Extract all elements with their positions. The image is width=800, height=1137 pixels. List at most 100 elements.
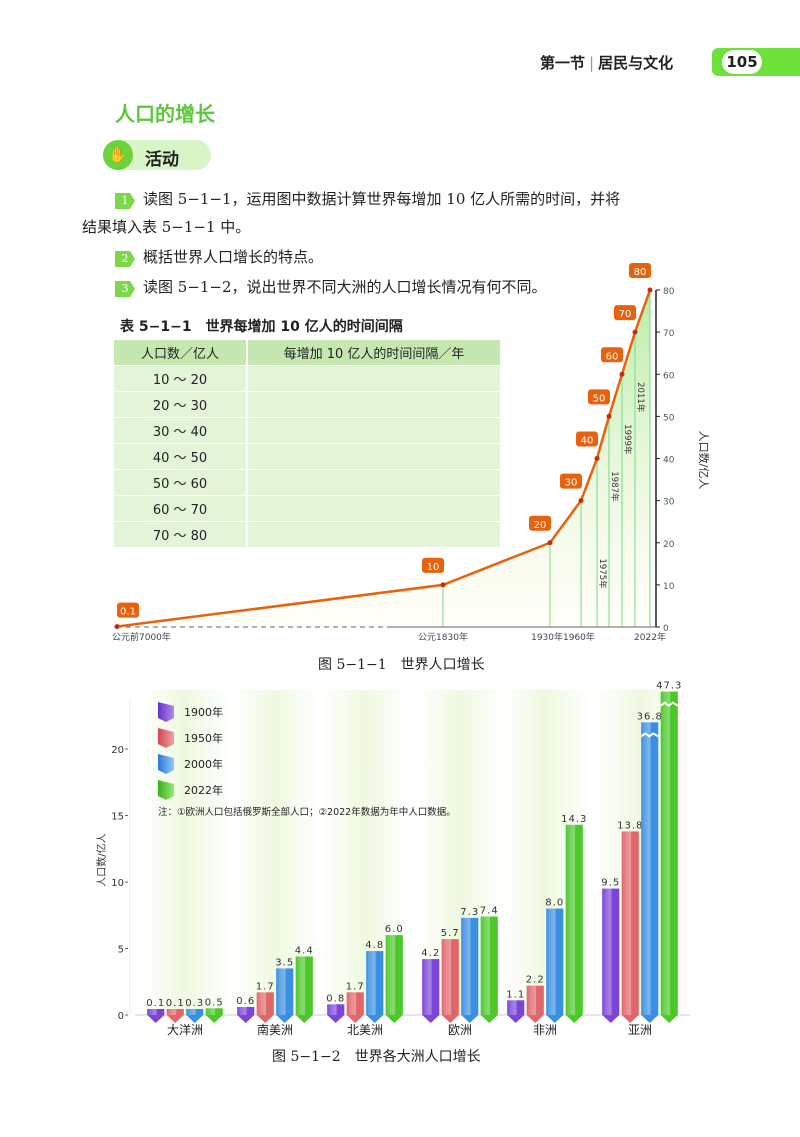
data-point — [647, 287, 653, 293]
y-tick-label: 60 — [663, 371, 675, 381]
y-tick-label: 40 — [663, 456, 675, 466]
item-number-badge: 1 — [115, 193, 135, 209]
answer-cell[interactable] — [247, 521, 500, 548]
bar-value-label: 9.5 — [601, 878, 620, 889]
answer-cell[interactable] — [247, 443, 500, 470]
x-year-label: 1975年 — [597, 559, 608, 590]
legend-label: 1950年 — [184, 732, 223, 745]
bar-legend: 1900年 1950年 2000年 2022年 — [158, 702, 223, 800]
bar-shine — [276, 968, 294, 1015]
data-point — [606, 413, 612, 419]
bar-value-label: 4.2 — [421, 948, 440, 959]
value-badge — [529, 515, 551, 531]
legend-swatch — [158, 702, 174, 722]
answer-cell[interactable] — [247, 495, 500, 522]
answer-cell[interactable] — [247, 469, 500, 496]
bar-shine — [256, 992, 274, 1015]
data-point — [114, 624, 120, 630]
range-cell: 60 ～ 70 — [114, 495, 248, 522]
bar-tip — [295, 1015, 313, 1023]
value-badge — [422, 557, 444, 573]
bar-value-label: 36.8 — [637, 711, 663, 722]
activity-item-2: 2 概括世界人口增长的特点。 — [115, 246, 323, 267]
bar-shine — [546, 908, 564, 1015]
table-row: 40 ～ 50 — [114, 443, 500, 470]
range-cell: 30 ～ 40 — [114, 417, 248, 444]
table-row: 50 ～ 60 — [114, 469, 500, 496]
bar-value-label: 1.1 — [506, 989, 525, 1000]
value-badge — [601, 347, 623, 363]
value-badge — [576, 431, 598, 447]
bar-tip — [461, 1015, 479, 1023]
activity-label: 活动 — [145, 150, 179, 170]
bar-value-label: 0.1 — [166, 998, 185, 1009]
y-tick-label: 20 — [663, 540, 675, 550]
x-tick-label: 1930年 — [531, 631, 563, 643]
value-label: 60 — [606, 351, 619, 362]
bar-shine — [366, 951, 384, 1015]
bar-value-label: 4.4 — [295, 945, 314, 956]
x-year-label: 1987年 — [609, 471, 620, 502]
bar-value-label: 4.8 — [365, 940, 384, 951]
item-number-badge: 3 — [115, 281, 135, 297]
bar-tip — [346, 1015, 364, 1023]
bar-tip — [186, 1015, 204, 1023]
table-row: 20 ～ 30 — [114, 391, 500, 418]
bar-value-label: 2.2 — [526, 975, 545, 986]
bar-tip — [327, 1015, 345, 1023]
legend-item-2000: 2000年 — [158, 754, 223, 774]
data-point — [594, 456, 600, 461]
activity-item-3: 3 读图 5−1−2，说出世界不同大洲的人口增长情况有何不同。 — [115, 276, 547, 297]
bar-y-tick-label: 20 — [111, 745, 124, 756]
value-badge — [560, 473, 582, 489]
bar-y-axis-label: 人口数/亿人 — [95, 833, 108, 886]
value-label: 10 — [427, 562, 440, 573]
x-year-label: 1999年 — [622, 424, 633, 455]
answer-cell[interactable] — [247, 365, 500, 392]
bar-tip — [441, 1015, 459, 1023]
x-year-label: 2011年 — [635, 382, 646, 413]
section-title: 人口的增长 — [115, 102, 215, 126]
page-number: 105 — [722, 50, 762, 74]
section-label: 第一节 — [540, 54, 586, 72]
axis-break-mark — [640, 732, 659, 738]
bar-shine — [295, 956, 313, 1015]
y-tick-label: 30 — [663, 498, 675, 508]
activity-item-1-cont: 结果填入表 5−1−1 中。 — [82, 218, 251, 236]
legend-swatch — [158, 728, 174, 748]
bar-y-tick-label: 0 — [118, 1011, 124, 1022]
header-interval: 每增加 10 亿人的时间间隔／年 — [247, 340, 500, 366]
bar-tip — [526, 1015, 544, 1023]
running-header: 第一节 | 居民与文化 — [540, 54, 674, 72]
bar-value-label: 1.7 — [346, 981, 365, 992]
figure-caption-1: 图 5−1−1 世界人口增长 — [318, 657, 485, 673]
range-cell: 40 ～ 50 — [114, 443, 248, 470]
table-title: 表 5−1−1 世界每增加 10 亿人的时间间隔 — [120, 319, 403, 335]
bar-shine — [186, 1009, 204, 1015]
x-tick-label: 1960年 — [563, 631, 595, 643]
range-cell: 70 ～ 80 — [114, 521, 248, 548]
answer-cell[interactable] — [247, 417, 500, 444]
bar-value-label: 14.3 — [561, 814, 587, 825]
bar-shine — [327, 1004, 345, 1015]
bar-tip — [237, 1015, 255, 1023]
bar-tip — [660, 1015, 678, 1023]
value-badge — [117, 602, 139, 618]
category-label: 欧洲 — [448, 1023, 472, 1037]
category-label: 大洋洲 — [167, 1022, 203, 1037]
y-tick-label: 10 — [663, 582, 675, 592]
bar-tip — [546, 1015, 564, 1023]
bar-tip — [422, 1015, 440, 1023]
bar-tip — [276, 1015, 294, 1023]
bar-shine — [641, 722, 659, 1015]
y-tick-label: 50 — [663, 413, 675, 423]
legend-swatch — [158, 754, 174, 774]
bar-tip — [602, 1015, 620, 1023]
value-label: 50 — [593, 393, 606, 404]
bar-y-tick-label: 15 — [111, 812, 124, 823]
bar-value-label: 0.6 — [236, 996, 255, 1007]
answer-cell[interactable] — [247, 391, 500, 418]
bar-shine — [385, 935, 403, 1015]
bar-shine — [422, 959, 440, 1015]
